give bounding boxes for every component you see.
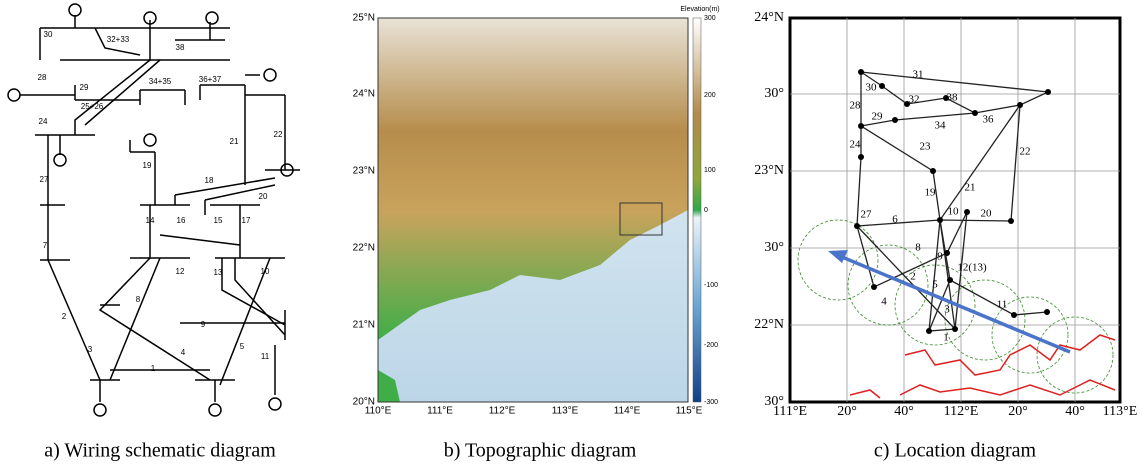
line-label: 15 (214, 216, 223, 225)
node-label: 27 (861, 209, 873, 221)
line-label: 13 (214, 268, 223, 277)
y-axis-label: 21°N (353, 320, 375, 331)
figure: 3032+3338282934+3536+3725+26241921222718… (0, 0, 1142, 470)
node-label: 31 (913, 69, 924, 81)
y-axis-label: 24°N (353, 89, 375, 100)
caption: c) Location diagram (874, 440, 1037, 462)
line-label: 28 (38, 73, 47, 82)
line-label: 2 (62, 312, 67, 321)
colorbar-tick: -300 (704, 399, 718, 406)
x-axis-label: 40° (894, 404, 914, 419)
x-axis-label: 114°E (614, 406, 641, 417)
line-label: 25+26 (81, 102, 104, 111)
caption: b) Topographic diagram (444, 440, 637, 462)
line-label: 20 (259, 192, 268, 201)
line-label: 11 (261, 352, 270, 361)
node-label: 38 (947, 92, 959, 104)
line-label: 24 (39, 117, 48, 126)
line-label: 18 (205, 176, 214, 185)
y-axis-label: 20°N (353, 397, 375, 408)
colorbar-tick: 0 (704, 207, 708, 214)
node-label: 2 (910, 271, 916, 283)
node-label: 32 (909, 94, 920, 106)
node-label: 1 (943, 332, 949, 344)
topographic-map (378, 18, 701, 402)
line-label: 22 (274, 130, 283, 139)
line-label: 8 (136, 295, 141, 304)
line-label: 21 (230, 137, 239, 146)
node-label: 28 (850, 100, 862, 112)
node-label: 21 (965, 182, 976, 194)
line-label: 36+37 (199, 75, 222, 84)
line-label: 14 (146, 216, 155, 225)
x-axis-label: 112°E (489, 406, 516, 417)
x-axis-label: 20° (837, 404, 857, 419)
line-label: 7 (43, 241, 48, 250)
x-axis-label: 115°E (676, 406, 703, 417)
line-label: 16 (177, 216, 186, 225)
x-axis-label: 40° (1065, 404, 1085, 419)
x-axis-label: 20° (1008, 404, 1028, 419)
node-label: 10 (948, 206, 960, 218)
node-label: 34 (935, 120, 947, 132)
line-label: 30 (44, 30, 53, 39)
colorbar-tick: 300 (704, 15, 716, 22)
y-axis-label: 23°N (353, 166, 375, 177)
y-axis-label: 30° (764, 240, 784, 255)
line-label: 5 (240, 342, 245, 351)
node-label: 9 (937, 251, 943, 263)
colorbar-tick: -100 (704, 282, 718, 289)
y-axis-label: 23°N (754, 163, 784, 178)
node-label: 8 (915, 242, 921, 254)
colorbar-tick: 200 (704, 92, 716, 99)
y-axis-label: 22°N (353, 243, 375, 254)
line-label: 38 (176, 43, 185, 52)
line-label: 1 (151, 364, 156, 373)
node-label: 24 (850, 139, 862, 151)
wiring-schematic (8, 4, 300, 416)
line-label: 27 (40, 175, 49, 184)
line-label: 9 (201, 320, 206, 329)
x-axis-label: 112°E (944, 404, 979, 419)
node-label: 12(13) (957, 262, 987, 274)
y-axis-label: 30° (764, 394, 784, 409)
node-label: 22 (1020, 146, 1031, 158)
node-label: 5 (932, 279, 938, 291)
x-axis-label: 113°E (1103, 404, 1138, 419)
colorbar-tick: -200 (704, 342, 718, 349)
y-axis-label: 25°N (353, 13, 375, 24)
node-label: 3 (944, 304, 950, 316)
y-axis-label: 30° (764, 86, 784, 101)
line-label: 10 (261, 267, 270, 276)
x-axis-label: 113°E (552, 406, 579, 417)
node-label: 19 (925, 187, 937, 199)
line-label: 3 (88, 345, 93, 354)
line-label: 4 (181, 348, 186, 357)
node-label: 6 (892, 214, 898, 226)
caption: a) Wiring schematic diagram (44, 440, 276, 462)
node-label: 4 (881, 296, 887, 308)
node-label: 11 (997, 299, 1008, 311)
node-label: 20 (981, 208, 993, 220)
node-label: 23 (920, 141, 932, 153)
node-label: 36 (983, 114, 995, 126)
line-label: 29 (80, 83, 89, 92)
x-axis-label: 111°E (427, 406, 453, 417)
colorbar-title: Elevation(m) (680, 6, 719, 13)
line-label: 34+35 (149, 77, 172, 86)
line-label: 32+33 (107, 35, 130, 44)
line-label: 17 (242, 216, 251, 225)
node-label: 30 (866, 82, 878, 94)
node-label: 29 (872, 111, 884, 123)
y-axis-label: 22°N (754, 317, 784, 332)
line-label: 12 (176, 267, 185, 276)
colorbar-tick: 100 (704, 167, 716, 174)
line-label: 19 (143, 161, 152, 170)
y-axis-label: 24°N (754, 10, 784, 25)
